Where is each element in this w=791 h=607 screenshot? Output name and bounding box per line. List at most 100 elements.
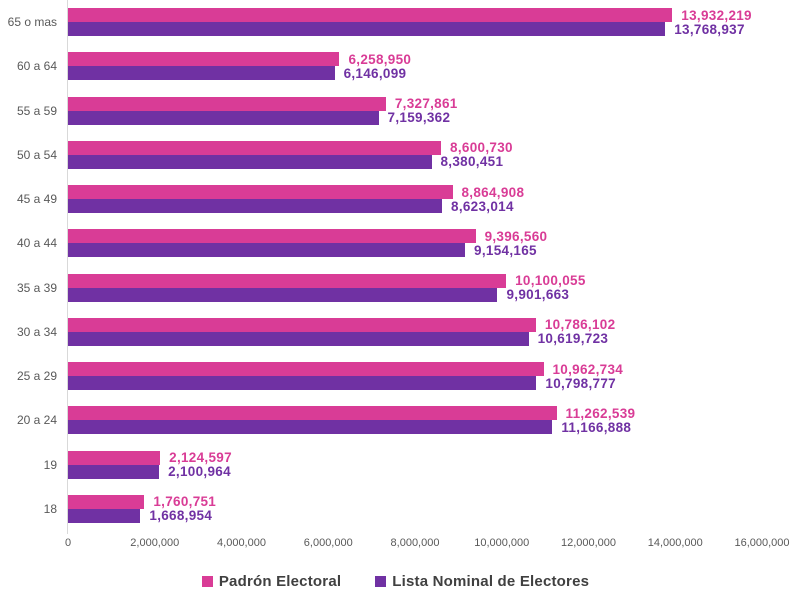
bar-line: 1,760,751 <box>68 494 217 510</box>
bar-line: 1,668,954 <box>68 508 216 524</box>
category-label: 60 a 64 <box>16 59 57 74</box>
bar-line: 8,864,908 <box>68 184 525 200</box>
value-label: 11,166,888 <box>561 419 632 435</box>
value-label: 7,159,362 <box>387 110 451 126</box>
category-label: 40 a 44 <box>16 236 57 251</box>
value-label: 2,124,597 <box>169 450 232 466</box>
x-axis-tick-label: 10,000,000 <box>474 537 530 549</box>
bar-line: 2,100,964 <box>68 464 232 480</box>
bar-group: 40 a 44 9,396,560 9,154,165 <box>0 221 791 265</box>
legend-label: Lista Nominal de Electores <box>392 573 590 590</box>
bar-pair: 2,124,597 2,100,964 <box>68 450 232 480</box>
bar-pair: 8,864,908 8,623,014 <box>68 184 525 214</box>
bar-pair: 8,600,730 8,380,451 <box>68 140 513 170</box>
value-label: 8,864,908 <box>461 184 525 200</box>
bar-line: 7,327,861 <box>68 96 458 112</box>
bar-line: 10,786,102 <box>68 317 615 332</box>
category-label: 50 a 54 <box>16 147 57 162</box>
bar-pair: 10,962,734 10,798,777 <box>68 361 624 391</box>
bar-padron-electoral <box>68 8 673 23</box>
value-label: 7,327,861 <box>394 96 458 112</box>
bar-lista-nominal <box>68 287 498 302</box>
bar-line: 6,146,099 <box>68 65 411 81</box>
x-axis-tick-label: 4,000,000 <box>217 537 266 549</box>
x-axis-tick-label: 16,000,000 <box>734 537 790 549</box>
category-label: 25 a 29 <box>16 369 57 384</box>
bar-line: 6,258,950 <box>68 51 412 67</box>
value-label: 8,600,730 <box>450 140 513 156</box>
x-axis-tick-label: 6,000,000 <box>303 537 353 549</box>
value-label: 10,962,734 <box>552 361 624 377</box>
bar-group: 55 a 59 7,327,861 7,159,362 <box>0 89 791 133</box>
bar-pair: 1,760,751 1,668,954 <box>68 494 217 524</box>
legend-swatch <box>375 576 387 587</box>
value-label: 10,100,055 <box>515 273 586 289</box>
bar-line: 10,798,777 <box>68 375 623 391</box>
category-label: 65 o mas <box>7 15 57 30</box>
bar-lista-nominal <box>68 243 466 258</box>
value-label: 13,768,937 <box>674 21 745 37</box>
bar-line: 13,768,937 <box>68 21 752 37</box>
value-label: 1,760,751 <box>153 494 217 510</box>
category-label: 20 a 24 <box>16 413 57 428</box>
bar-pair: 13,932,219 13,768,937 <box>68 7 752 37</box>
bar-pair: 10,786,102 10,619,723 <box>68 317 615 347</box>
category-label: 45 a 49 <box>16 192 57 207</box>
bar-group: 25 a 29 10,962,734 10,798,777 <box>0 354 791 398</box>
bar-line: 10,962,734 <box>68 361 624 377</box>
bar-line: 10,100,055 <box>68 273 586 289</box>
legend-label: Padrón Electoral <box>218 573 342 590</box>
bar-padron-electoral <box>68 229 476 244</box>
legend-swatch <box>201 576 213 587</box>
category-label: 30 a 34 <box>16 324 57 339</box>
category-label: 18 <box>43 501 57 516</box>
category-label: 55 a 59 <box>16 103 57 118</box>
x-axis-tick-label: 8,000,000 <box>390 537 440 549</box>
bar-lista-nominal <box>68 508 141 523</box>
value-label: 9,901,663 <box>506 287 570 303</box>
bar-pair: 9,396,560 9,154,165 <box>68 228 548 258</box>
bar-padron-electoral <box>68 273 507 288</box>
bar-padron-electoral <box>68 140 442 155</box>
y-axis-line <box>67 0 68 534</box>
legend-item-lista-nominal: Lista Nominal de Electores <box>375 573 589 590</box>
bar-group: 20 a 24 11,262,539 11,166,888 <box>0 398 791 442</box>
bar-group: 30 a 34 10,786,102 10,619,723 <box>0 310 791 354</box>
bar-lista-nominal <box>68 66 335 81</box>
value-label: 1,668,954 <box>149 508 213 524</box>
value-label: 10,798,777 <box>545 375 616 391</box>
value-label: 9,154,165 <box>474 242 537 258</box>
value-label: 8,380,451 <box>440 154 504 170</box>
bar-line: 7,159,362 <box>68 110 458 126</box>
value-label: 6,258,950 <box>348 51 412 67</box>
bar-group: 45 a 49 8,864,908 8,623,014 <box>0 177 791 221</box>
legend-item-padron-electoral: Padrón Electoral <box>201 573 342 590</box>
bar-lista-nominal <box>68 110 379 125</box>
legend: Padrón Electoral Lista Nominal de Elector… <box>0 573 791 590</box>
category-label: 19 <box>43 457 57 472</box>
bar-line: 11,262,539 <box>68 406 635 421</box>
bar-padron-electoral <box>68 406 557 421</box>
value-label: 10,619,723 <box>537 331 609 347</box>
bar-line: 9,396,560 <box>68 228 548 244</box>
x-axis-tick-label: 12,000,000 <box>560 537 617 549</box>
value-label: 9,396,560 <box>484 228 548 244</box>
category-label: 35 a 39 <box>16 280 57 295</box>
bar-padron-electoral <box>68 317 536 332</box>
x-axis-tick-label: 14,000,000 <box>647 537 703 549</box>
value-label: 13,932,219 <box>681 7 752 23</box>
bar-line: 11,166,888 <box>68 419 635 435</box>
bar-padron-electoral <box>68 52 340 67</box>
bar-lista-nominal <box>68 199 443 214</box>
value-label: 2,100,964 <box>168 464 231 480</box>
bar-lista-nominal <box>68 420 553 435</box>
bar-group: 35 a 39 10,100,055 9,901,663 <box>0 266 791 310</box>
bar-pair: 11,262,539 11,166,888 <box>68 406 635 435</box>
bar-group: 18 1,760,751 1,668,954 <box>0 487 791 531</box>
bar-groups: 65 o mas 13,932,219 13,768,937 60 a 64 6,258… <box>0 7 791 531</box>
bar-group: 19 2,124,597 2,100,964 <box>0 443 791 487</box>
bar-padron-electoral <box>68 450 161 465</box>
value-label: 6,146,099 <box>343 65 407 81</box>
bar-padron-electoral <box>68 362 544 377</box>
